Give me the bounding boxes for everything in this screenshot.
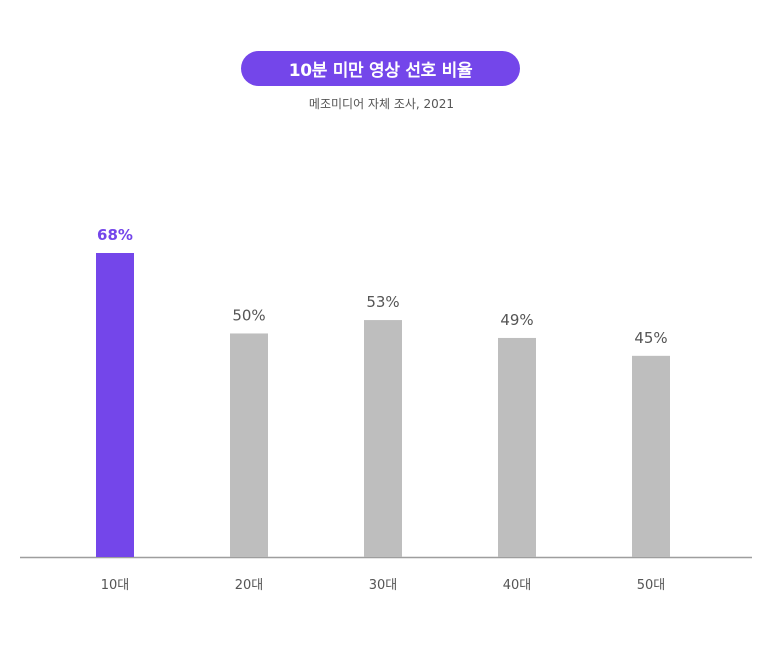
value-label: 49% bbox=[500, 311, 533, 329]
chart-title: 10분 미만 영상 선호 비율 bbox=[241, 51, 520, 86]
value-label: 53% bbox=[366, 293, 399, 311]
bar-30대 bbox=[364, 320, 402, 557]
value-labels-group: 68% 50% 53% 49% 45% bbox=[97, 226, 668, 347]
bar-10대 bbox=[96, 253, 134, 557]
bar-40대 bbox=[498, 337, 536, 557]
value-label: 68% bbox=[97, 226, 133, 244]
category-label: 40대 bbox=[503, 578, 532, 593]
category-label: 10대 bbox=[101, 578, 130, 593]
category-label: 50대 bbox=[637, 578, 666, 593]
value-label: 45% bbox=[634, 329, 667, 347]
category-labels-group: 10대 20대 30대 40대 50대 bbox=[101, 578, 666, 593]
chart-subtitle: 메조미디어 자체 조사, 2021 bbox=[308, 97, 455, 111]
bar-50대 bbox=[632, 355, 670, 557]
bar-20대 bbox=[230, 333, 268, 557]
category-label: 20대 bbox=[235, 578, 264, 593]
value-label: 50% bbox=[232, 306, 265, 324]
bars-group bbox=[96, 253, 670, 557]
category-label: 30대 bbox=[369, 578, 398, 593]
